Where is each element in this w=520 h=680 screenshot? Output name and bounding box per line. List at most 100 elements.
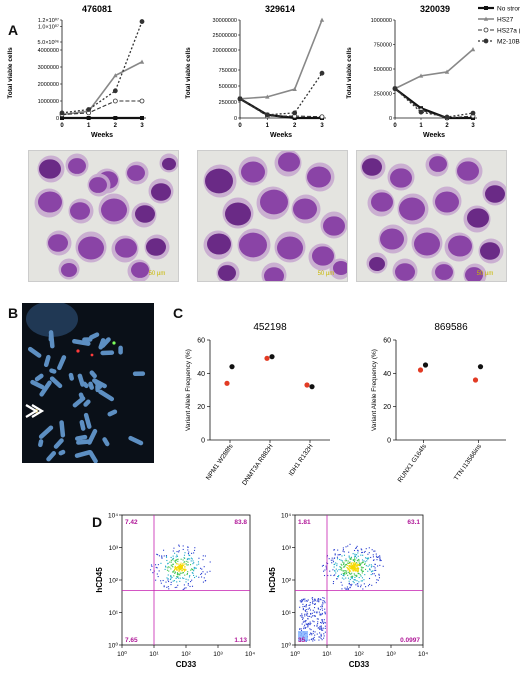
event-dot xyxy=(321,607,323,609)
event-dot xyxy=(183,561,185,563)
event-dot xyxy=(314,598,316,600)
event-dot xyxy=(176,563,178,565)
event-dot xyxy=(319,609,321,611)
event-dot xyxy=(356,564,358,566)
cell-nucleus xyxy=(48,234,68,252)
series-line-4 xyxy=(239,72,323,116)
series-point xyxy=(112,88,118,94)
event-dot xyxy=(187,557,189,560)
event-dot xyxy=(352,565,354,567)
event-dot xyxy=(346,588,348,590)
event-dot xyxy=(317,599,319,601)
event-dot xyxy=(320,599,322,601)
cell-nucleus xyxy=(151,183,171,201)
event-dot xyxy=(352,570,354,572)
chromosome xyxy=(83,399,91,407)
event-dot xyxy=(187,549,189,551)
event-dot xyxy=(178,566,180,568)
event-dot xyxy=(176,554,178,556)
y-axis-label: hCD45 xyxy=(268,567,277,593)
cell-nucleus xyxy=(162,157,176,171)
event-dot xyxy=(364,550,366,553)
event-dot xyxy=(328,558,330,560)
event-dot xyxy=(353,570,355,572)
event-dot xyxy=(332,569,334,571)
event-dot xyxy=(323,570,325,572)
event-dot xyxy=(305,605,307,607)
cell-nucleus xyxy=(278,152,300,172)
x-tick-label: 1 xyxy=(419,123,423,129)
event-dot xyxy=(162,579,164,582)
series-line-2 xyxy=(239,19,323,100)
event-dot xyxy=(334,570,336,572)
event-dot xyxy=(179,564,181,567)
event-dot xyxy=(318,611,320,613)
event-dot xyxy=(370,571,373,573)
event-dot xyxy=(334,563,336,565)
event-dot xyxy=(180,558,182,560)
event-dot xyxy=(302,609,304,611)
event-dot xyxy=(187,546,189,548)
event-dot xyxy=(351,583,353,585)
event-dot xyxy=(349,571,351,573)
event-dot xyxy=(345,546,347,548)
event-dot xyxy=(170,584,172,586)
event-dot xyxy=(372,554,374,556)
event-dot xyxy=(335,568,337,570)
event-dot xyxy=(318,636,320,638)
event-dot xyxy=(193,576,196,579)
event-dot xyxy=(170,574,172,577)
event-dot xyxy=(150,564,153,566)
event-dot xyxy=(179,563,182,566)
event-dot xyxy=(352,575,354,577)
event-dot xyxy=(182,565,184,567)
event-dot xyxy=(354,568,356,570)
event-dot xyxy=(343,570,345,572)
event-dot xyxy=(339,566,341,568)
event-dot xyxy=(308,604,310,607)
event-dot xyxy=(177,570,179,572)
event-dot xyxy=(181,570,183,572)
event-dot xyxy=(193,566,195,568)
event-dot xyxy=(180,562,182,564)
event-dot xyxy=(341,584,343,586)
event-dot xyxy=(321,565,323,567)
event-dot xyxy=(202,555,204,557)
event-dot xyxy=(312,600,314,602)
event-dot xyxy=(172,555,174,557)
event-dot xyxy=(362,554,364,556)
event-dot xyxy=(319,598,321,600)
panel-label-d: D xyxy=(92,514,103,530)
event-dot xyxy=(368,577,371,580)
event-dot xyxy=(355,569,357,571)
event-dot xyxy=(318,639,320,641)
event-dot xyxy=(172,557,175,559)
event-dot xyxy=(312,599,314,601)
event-dot xyxy=(188,554,190,556)
event-dot xyxy=(356,575,358,578)
event-dot xyxy=(349,569,351,571)
event-dot xyxy=(317,618,319,620)
event-dot xyxy=(323,619,325,621)
event-dot xyxy=(174,568,176,570)
event-dot xyxy=(352,559,354,561)
event-dot xyxy=(320,634,322,636)
event-dot xyxy=(348,580,350,582)
event-dot xyxy=(351,562,353,564)
event-dot xyxy=(364,557,367,559)
event-dot xyxy=(173,575,175,577)
event-dot xyxy=(351,576,353,579)
event-dot xyxy=(310,629,312,631)
event-dot xyxy=(347,588,349,590)
event-dot xyxy=(161,555,163,557)
event-dot xyxy=(355,567,357,569)
event-dot xyxy=(196,564,198,566)
y-tick-label: 10⁴ xyxy=(108,513,118,520)
event-dot xyxy=(340,581,342,583)
chromosome xyxy=(30,379,45,390)
event-dot xyxy=(344,573,346,575)
event-dot xyxy=(324,611,326,613)
event-dot xyxy=(307,622,309,624)
event-dot xyxy=(353,566,355,568)
event-dot xyxy=(361,551,363,554)
